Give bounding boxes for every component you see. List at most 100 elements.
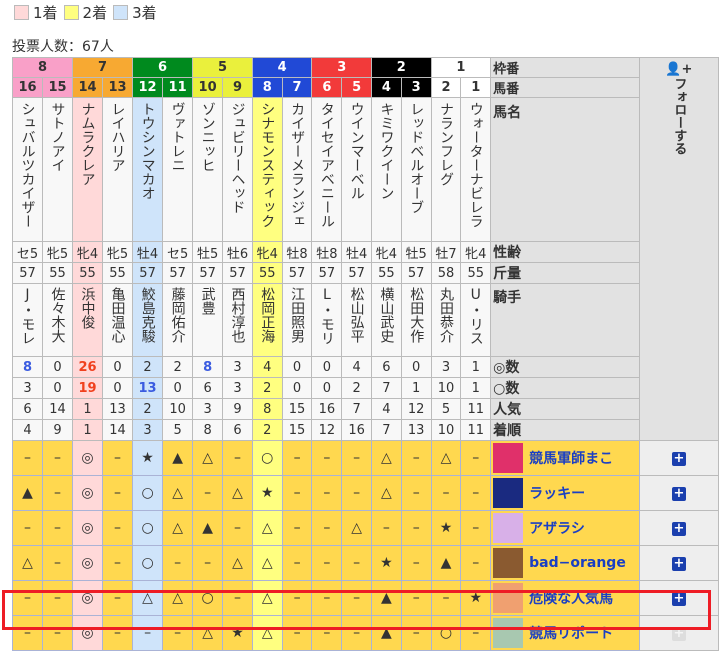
umaban-cell: 8 <box>251 77 283 98</box>
horse-weight-cell: 55 <box>72 262 104 284</box>
prediction-mark: ★ <box>222 615 253 651</box>
prediction-mark: – <box>102 475 134 511</box>
prediction-mark: – <box>371 510 402 546</box>
prediction-mark: – <box>11 510 44 546</box>
umaban-cell: 2 <box>430 77 462 98</box>
horse-name-cell: レッドベルオーブ <box>400 97 432 242</box>
prediction-mark: – <box>162 615 194 651</box>
predictor-name-link[interactable]: bad−orange <box>529 555 626 571</box>
predictor-cell: bad−orange <box>490 545 640 581</box>
predictor-avatar[interactable] <box>493 548 524 578</box>
prediction-mark: ○ <box>132 475 164 511</box>
prediction-mark: – <box>192 545 224 581</box>
horse-name-cell-text: タイセイアベニール <box>318 102 335 228</box>
predictor-avatar[interactable] <box>493 583 524 613</box>
horse-honmei-cell: 1 <box>460 356 492 378</box>
prediction-mark: ◎ <box>72 615 104 651</box>
horse-honmei-cell: 26 <box>72 356 104 378</box>
prediction-mark: – <box>341 580 373 616</box>
follow-plus-button[interactable]: + <box>671 451 686 466</box>
prediction-mark: – <box>11 615 44 651</box>
name-row: シュバルツカイザー サトノアイ ナムラクレア レイハリア トウシンマカオ ヴァトレニ ゾンニ… <box>11 97 719 242</box>
predictor-cell: アザラシ <box>490 510 640 546</box>
horse-jockey-cell-text: 江田照男 <box>289 287 306 343</box>
user-plus-icon: 👤+ <box>665 62 693 77</box>
waku-cell: 5 <box>192 57 253 78</box>
prediction-mark: – <box>341 545 373 581</box>
prediction-mark: △ <box>341 510 373 546</box>
prediction-mark: – <box>42 440 74 476</box>
follow-plus-button[interactable]: + <box>671 521 686 536</box>
horse-weight-cell: 57 <box>132 262 164 284</box>
prediction-mark: △ <box>251 545 283 581</box>
umaban-cell: 9 <box>222 77 253 98</box>
horse-name-cell-text: キミワクイーン <box>378 102 395 200</box>
predictor-avatar[interactable] <box>493 443 524 473</box>
horse-name-cell: ジュビリーヘッド <box>222 97 253 242</box>
horse-weight-cell: 57 <box>400 262 432 284</box>
predictor-avatar[interactable] <box>493 513 524 543</box>
horse-sexage-cell: 牡4 <box>132 241 164 263</box>
result-row: 4 9 1 14 3 5 8 6 2 15 12 16 7 13 10 11 着順 <box>11 419 719 441</box>
horse-weight-cell: 55 <box>102 262 134 284</box>
horse-sexage-cell: 牡6 <box>222 241 253 263</box>
sexage-row: セ5 牝5 牝4 牝5 牡4 セ5 牡5 牡6 牝4 牡8 牡8 牡4 牝4 牡5 牡7 牝4 性齢 <box>11 241 719 263</box>
horse-result-cell: 15 <box>281 419 313 441</box>
horse-ninki-cell: 14 <box>42 398 74 420</box>
horse-jockey-cell: 松山弘平 <box>341 283 373 357</box>
follow-plus-button[interactable]: + <box>671 591 686 606</box>
horse-ninki-cell: 8 <box>251 398 283 420</box>
row-label-taikou: ○数 <box>490 377 640 399</box>
follow-cell: + <box>638 475 719 511</box>
predictor-name-link[interactable]: 競馬軍師まこ <box>529 451 614 467</box>
prediction-mark: – <box>42 580 74 616</box>
follow-plus-button[interactable]: + <box>671 626 686 641</box>
row-label-jockey: 騎手 <box>490 283 640 357</box>
prediction-mark: △ <box>192 440 224 476</box>
prediction-mark: △ <box>251 510 283 546</box>
horse-jockey-cell-text: U・リス <box>467 287 484 345</box>
prediction-mark: – <box>102 440 134 476</box>
horse-weight-cell: 57 <box>311 262 343 284</box>
follow-plus-button[interactable]: + <box>671 486 686 501</box>
horse-jockey-cell-text: 藤岡佑介 <box>169 287 186 343</box>
horse-result-cell: 1 <box>72 419 104 441</box>
row-label-sexage: 性齢 <box>490 241 640 263</box>
horse-jockey-cell: 横山武史 <box>371 283 402 357</box>
horse-weight-cell: 55 <box>460 262 492 284</box>
horse-jockey-cell: 西村淳也 <box>222 283 253 357</box>
follow-cell: + <box>638 510 719 546</box>
horse-honmei-cell: 4 <box>341 356 373 378</box>
predictor-cell: 競馬リポート <box>490 615 640 651</box>
predictor-cell: ラッキー <box>490 475 640 511</box>
predictor-name-link[interactable]: 競馬リポート <box>529 626 614 642</box>
predictor-avatar[interactable] <box>493 618 524 648</box>
horse-jockey-cell-text: 武豊 <box>199 287 216 315</box>
horse-sexage-cell: 牝4 <box>251 241 283 263</box>
predictor-name-link[interactable]: アザラシ <box>529 521 585 537</box>
follow-plus-button[interactable]: + <box>671 556 686 571</box>
horse-ninki-cell: 16 <box>311 398 343 420</box>
horse-name-cell: ナムラクレア <box>72 97 104 242</box>
horse-jockey-cell-text: 松山弘平 <box>348 287 365 343</box>
prediction-mark: – <box>42 545 74 581</box>
legend-swatch <box>14 5 29 20</box>
horse-weight-cell: 57 <box>281 262 313 284</box>
prediction-row: ▲ – ◎ – ○ △ – △ ★ – – – △ – – – ラッキー + <box>11 475 719 511</box>
horse-honmei-cell: 2 <box>132 356 164 378</box>
umaban-cell: 14 <box>72 77 104 98</box>
predictor-name-link[interactable]: 危険な人気馬 <box>529 591 614 607</box>
horse-result-cell: 14 <box>102 419 134 441</box>
horse-honmei-cell: 8 <box>11 356 44 378</box>
horse-name-cell-text: ウインマーベル <box>348 102 365 200</box>
umaban-cell: 15 <box>42 77 74 98</box>
prediction-mark: – <box>460 475 492 511</box>
horse-name-cell: ナランフレグ <box>430 97 462 242</box>
predictor-name-link[interactable]: ラッキー <box>529 486 586 502</box>
horse-jockey-cell: 亀田温心 <box>102 283 134 357</box>
follow-cell: + <box>638 615 719 651</box>
horse-name-cell: カイザーメランジェ <box>281 97 313 242</box>
prediction-mark: △ <box>162 510 194 546</box>
prediction-mark: – <box>281 475 313 511</box>
predictor-avatar[interactable] <box>493 478 524 508</box>
